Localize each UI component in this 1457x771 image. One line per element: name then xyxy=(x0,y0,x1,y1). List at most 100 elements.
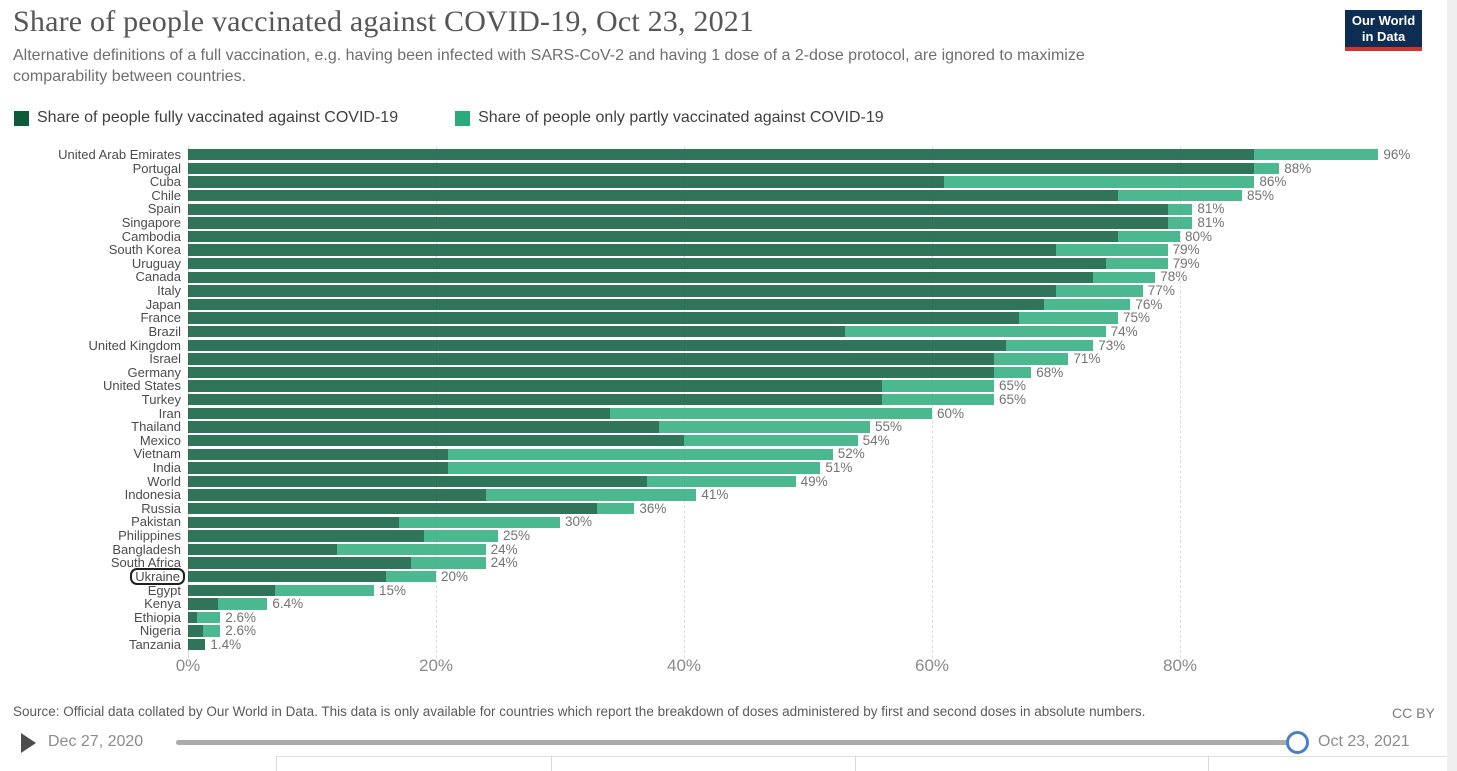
country-label[interactable]: United Kingdom xyxy=(88,337,182,353)
bar-partly-vaccinated[interactable] xyxy=(274,584,374,596)
bar-fully-vaccinated[interactable] xyxy=(188,462,449,474)
bar-fully-vaccinated[interactable] xyxy=(188,353,994,365)
bar-fully-vaccinated[interactable] xyxy=(188,380,883,392)
bar-fully-vaccinated[interactable] xyxy=(188,162,1255,175)
bar-fully-vaccinated[interactable] xyxy=(188,339,1007,352)
bar-fully-vaccinated[interactable] xyxy=(188,543,337,556)
country-label[interactable]: Singapore xyxy=(121,215,181,231)
bar-fully-vaccinated[interactable] xyxy=(188,598,218,610)
bar-fully-vaccinated[interactable] xyxy=(188,584,275,596)
bar-fully-vaccinated[interactable] xyxy=(188,625,203,637)
bar-fully-vaccinated[interactable] xyxy=(188,244,1056,256)
bar-partly-vaccinated[interactable] xyxy=(944,176,1255,188)
bar-partly-vaccinated[interactable] xyxy=(1254,162,1280,175)
country-label[interactable]: Turkey xyxy=(141,391,181,407)
bar-fully-vaccinated[interactable] xyxy=(188,557,412,569)
country-label[interactable]: Cambodia xyxy=(121,228,181,244)
country-label[interactable]: Spain xyxy=(147,201,181,217)
bar-fully-vaccinated[interactable] xyxy=(188,611,197,624)
bar-partly-vaccinated[interactable] xyxy=(1093,271,1156,283)
bar-partly-vaccinated[interactable] xyxy=(1254,149,1379,161)
bar-partly-vaccinated[interactable] xyxy=(882,394,994,406)
country-label[interactable]: Germany xyxy=(127,364,181,380)
bar-fully-vaccinated[interactable] xyxy=(188,217,1168,229)
bar-fully-vaccinated[interactable] xyxy=(188,366,994,379)
country-label[interactable]: Mexico xyxy=(139,432,181,448)
bar-fully-vaccinated[interactable] xyxy=(188,502,598,515)
bar-partly-vaccinated[interactable] xyxy=(1118,230,1180,243)
bar-fully-vaccinated[interactable] xyxy=(188,203,1168,215)
bar-partly-vaccinated[interactable] xyxy=(1056,244,1168,256)
license-label[interactable]: CC BY xyxy=(1392,705,1435,721)
timeline-slider-track[interactable] xyxy=(176,740,1304,745)
bar-partly-vaccinated[interactable] xyxy=(217,598,268,610)
owid-logo[interactable]: Our World in Data xyxy=(1345,10,1422,51)
bar-partly-vaccinated[interactable] xyxy=(609,407,932,420)
country-label[interactable]: South Korea xyxy=(108,242,181,258)
country-label[interactable]: Nigeria xyxy=(139,623,181,639)
bar-partly-vaccinated[interactable] xyxy=(994,366,1032,379)
bar-partly-vaccinated[interactable] xyxy=(1056,285,1143,297)
bar-partly-vaccinated[interactable] xyxy=(423,530,498,542)
country-label[interactable]: Portugal xyxy=(132,160,181,176)
country-label[interactable]: Iran xyxy=(158,405,181,421)
country-label[interactable]: Cuba xyxy=(149,174,181,190)
bar-fully-vaccinated[interactable] xyxy=(188,257,1106,270)
country-label[interactable]: World xyxy=(147,473,181,489)
bar-partly-vaccinated[interactable] xyxy=(1167,217,1193,229)
bar-partly-vaccinated[interactable] xyxy=(202,625,221,637)
country-label[interactable]: Thailand xyxy=(131,419,181,435)
bar-fully-vaccinated[interactable] xyxy=(188,189,1118,202)
country-label[interactable]: Japan xyxy=(145,296,181,312)
country-label[interactable]: France xyxy=(140,310,181,326)
bar-partly-vaccinated[interactable] xyxy=(1118,189,1242,202)
timeline-slider-handle[interactable] xyxy=(1286,731,1309,754)
legend-item-partly[interactable]: Share of people only partly vaccinated a… xyxy=(455,109,884,127)
bar-fully-vaccinated[interactable] xyxy=(188,448,449,460)
country-label[interactable]: United Arab Emirates xyxy=(58,147,181,162)
bar-partly-vaccinated[interactable] xyxy=(597,502,635,515)
bar-fully-vaccinated[interactable] xyxy=(188,298,1044,311)
bar-partly-vaccinated[interactable] xyxy=(994,353,1069,365)
bar-fully-vaccinated[interactable] xyxy=(188,489,486,501)
country-label[interactable]: Pakistan xyxy=(131,514,181,530)
bar-partly-vaccinated[interactable] xyxy=(684,434,858,447)
bar-fully-vaccinated[interactable] xyxy=(188,149,1255,161)
country-label[interactable]: Bangladesh xyxy=(112,541,181,557)
bar-fully-vaccinated[interactable] xyxy=(188,326,846,338)
bar-fully-vaccinated[interactable] xyxy=(188,407,610,420)
bar-fully-vaccinated[interactable] xyxy=(188,434,684,447)
country-label[interactable]: Russia xyxy=(141,500,181,516)
country-label[interactable]: Chile xyxy=(151,187,181,203)
bar-partly-vaccinated[interactable] xyxy=(882,380,994,392)
bar-fully-vaccinated[interactable] xyxy=(188,516,399,528)
country-label[interactable]: Canada xyxy=(135,269,181,285)
bar-fully-vaccinated[interactable] xyxy=(188,475,647,488)
country-label[interactable]: India xyxy=(152,460,181,476)
bar-fully-vaccinated[interactable] xyxy=(188,421,660,433)
country-label[interactable]: Tanzania xyxy=(128,636,181,652)
country-label[interactable]: Indonesia xyxy=(124,487,181,503)
bar-fully-vaccinated[interactable] xyxy=(188,285,1056,297)
bar-partly-vaccinated[interactable] xyxy=(336,543,486,556)
bar-fully-vaccinated[interactable] xyxy=(188,639,206,651)
bar-partly-vaccinated[interactable] xyxy=(646,475,796,488)
bar-fully-vaccinated[interactable] xyxy=(188,230,1118,243)
bar-partly-vaccinated[interactable] xyxy=(1018,312,1118,324)
bar-partly-vaccinated[interactable] xyxy=(845,326,1106,338)
bar-fully-vaccinated[interactable] xyxy=(188,570,387,583)
bar-partly-vaccinated[interactable] xyxy=(196,611,221,624)
country-label[interactable]: Ukraine xyxy=(0,567,188,586)
scrollbar[interactable] xyxy=(1447,0,1457,771)
bar-partly-vaccinated[interactable] xyxy=(1006,339,1094,352)
bar-fully-vaccinated[interactable] xyxy=(188,530,424,542)
country-label[interactable]: Israel xyxy=(149,351,181,367)
bar-partly-vaccinated[interactable] xyxy=(448,448,833,460)
bar-partly-vaccinated[interactable] xyxy=(659,421,870,433)
bar-partly-vaccinated[interactable] xyxy=(1105,257,1168,270)
bar-fully-vaccinated[interactable] xyxy=(188,271,1094,283)
bar-fully-vaccinated[interactable] xyxy=(188,176,945,188)
country-label[interactable]: Ethiopia xyxy=(134,609,181,625)
bar-partly-vaccinated[interactable] xyxy=(398,516,560,528)
bar-partly-vaccinated[interactable] xyxy=(411,557,486,569)
